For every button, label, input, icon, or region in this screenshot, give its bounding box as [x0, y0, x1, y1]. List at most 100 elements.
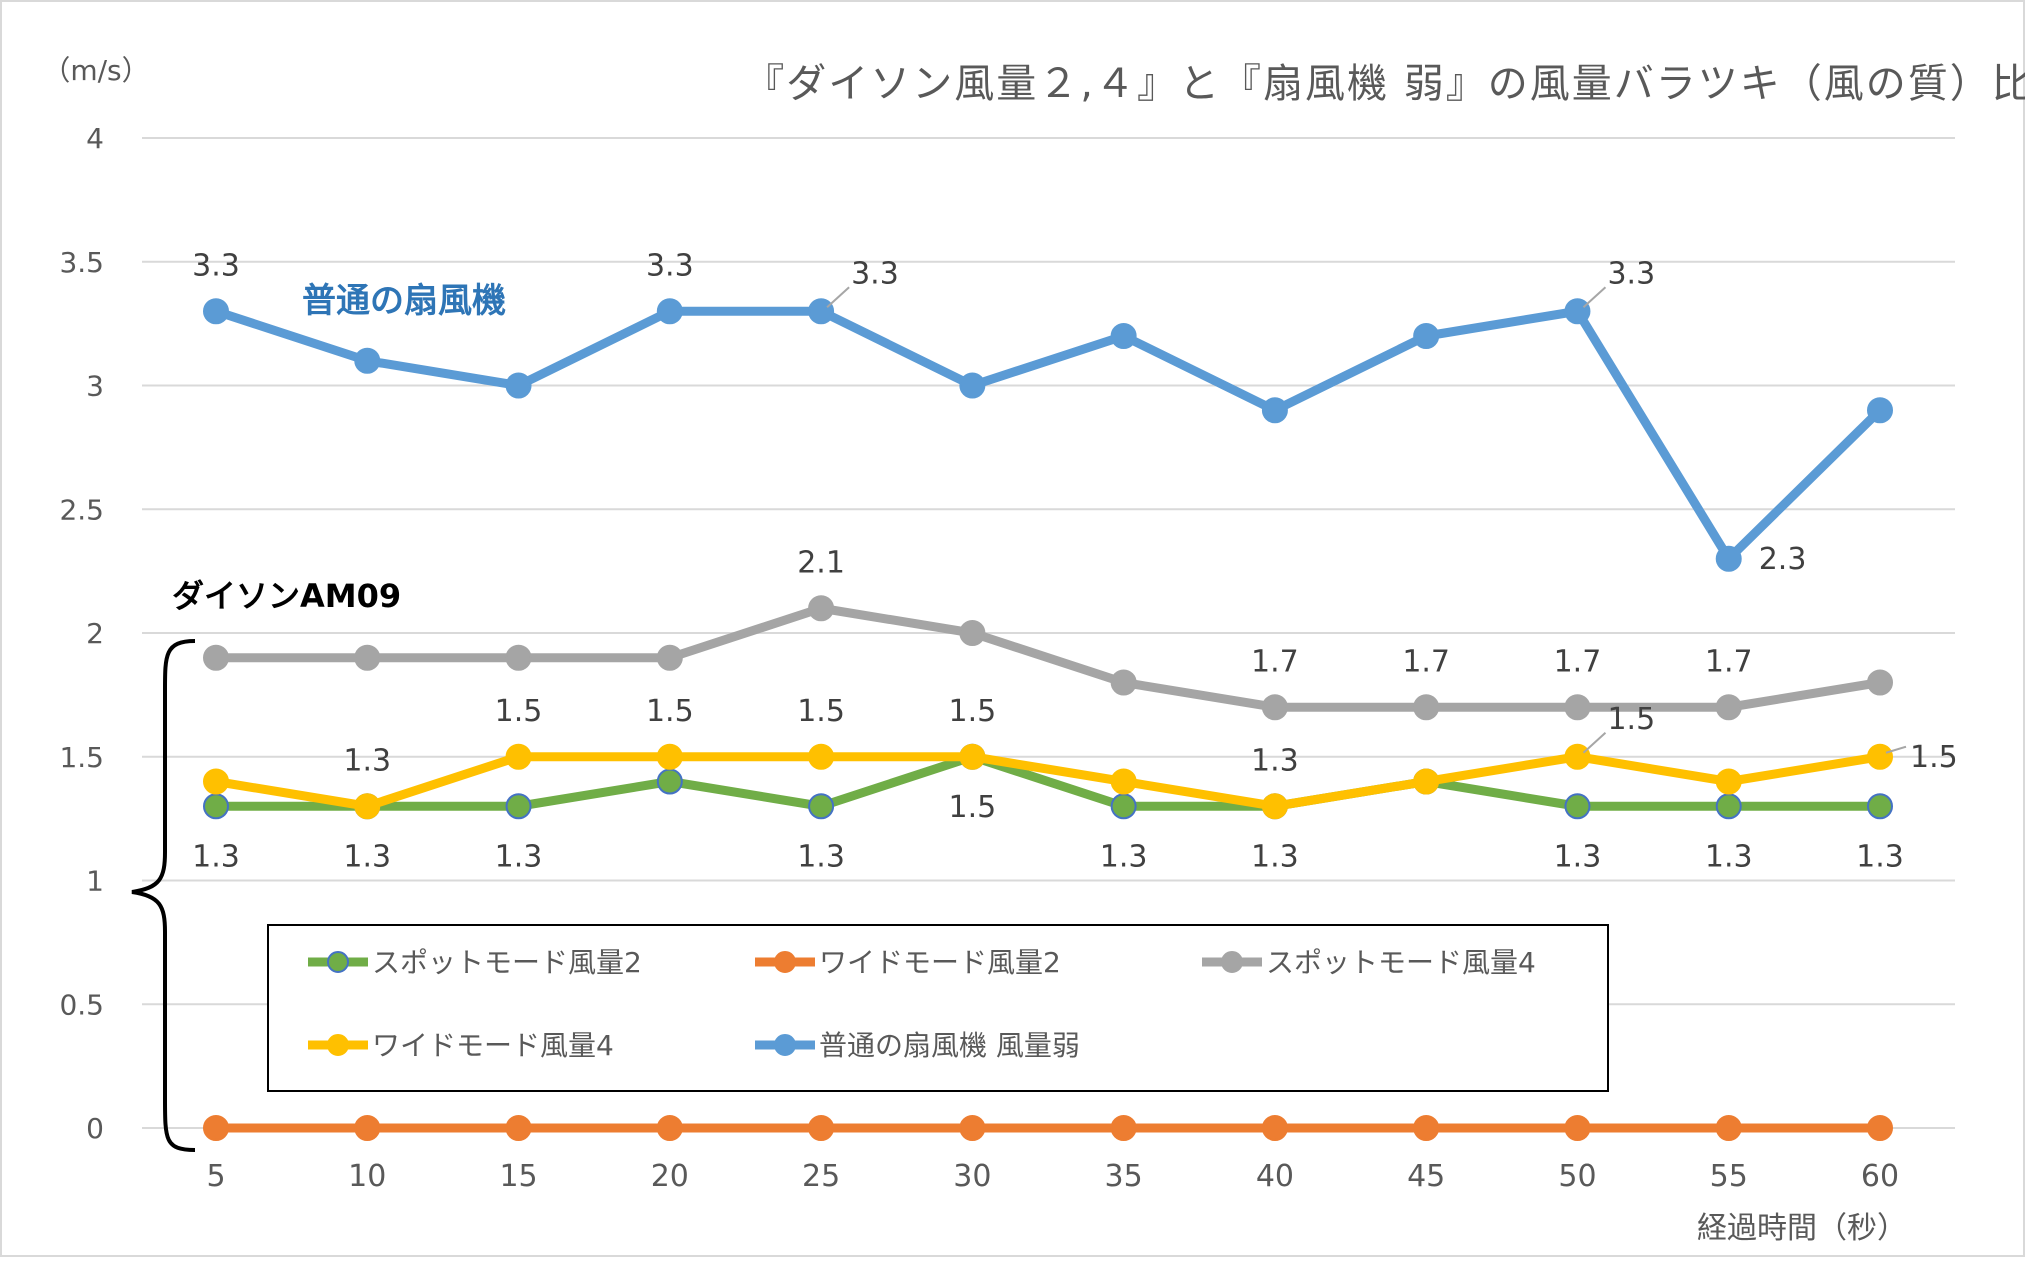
- legend-label: ワイドモード風量4: [372, 1029, 614, 1062]
- data-point: [959, 743, 986, 770]
- data-label: 1.3: [1251, 743, 1299, 778]
- data-point: [808, 743, 835, 770]
- data-point: [354, 1115, 381, 1141]
- data-point: [656, 644, 683, 671]
- series-line-4: [215, 752, 1881, 811]
- legend-swatch-marker: [327, 1034, 349, 1056]
- legend-swatch-marker: [774, 951, 796, 973]
- data-point: [808, 298, 835, 325]
- data-label: 1.3: [1705, 839, 1753, 874]
- data-label: 3.3: [646, 248, 694, 283]
- data-point: [1110, 768, 1137, 795]
- data-label: 1.5: [949, 790, 997, 825]
- data-label: 1.3: [495, 839, 543, 874]
- data-point: [1715, 694, 1742, 721]
- legend-box: [267, 924, 1609, 1092]
- data-point: [1564, 743, 1591, 770]
- data-point: [1413, 323, 1440, 349]
- legend-label: スポットモード風量2: [372, 946, 642, 979]
- x-tick-label: 55: [1710, 1159, 1748, 1194]
- data-label: 1.7: [1705, 644, 1753, 679]
- legend-swatch-marker: [774, 1034, 796, 1056]
- data-point: [203, 1115, 229, 1141]
- legend-label: スポットモード風量4: [1266, 946, 1536, 979]
- y-tick-label: 2.5: [59, 493, 104, 526]
- data-label: 1.7: [1554, 644, 1602, 679]
- data-point: [1261, 397, 1288, 424]
- data-point: [1867, 743, 1893, 770]
- y-tick-label: 1.5: [59, 741, 104, 774]
- y-tick-label: 3.5: [59, 246, 104, 279]
- data-label-leader: [1582, 286, 1607, 308]
- data-point: [203, 793, 229, 820]
- x-tick-label: 35: [1105, 1159, 1143, 1194]
- data-label: 1.7: [1251, 644, 1299, 679]
- data-point: [354, 347, 381, 374]
- dyson-series-annotation: ダイソンAM09: [172, 577, 401, 615]
- series-line-3: [216, 603, 1881, 712]
- data-label: 1.3: [1554, 839, 1602, 874]
- x-tick-label: 20: [651, 1159, 689, 1194]
- series-line-5: [214, 306, 1884, 564]
- data-point: [959, 372, 986, 399]
- data-point: [1261, 793, 1288, 820]
- x-tick-label: 5: [206, 1159, 225, 1194]
- data-point: [1564, 298, 1591, 325]
- chart-title: 『ダイソン風量２,４』と『扇風機 弱』の風量バラツキ（風の質）比較: [744, 61, 2025, 107]
- x-tick-label: 25: [802, 1159, 840, 1194]
- data-point: [354, 644, 381, 671]
- x-tick-label: 45: [1407, 1159, 1445, 1194]
- y-tick-label: 1: [86, 865, 104, 898]
- x-tick-label: 15: [499, 1159, 537, 1194]
- data-point: [505, 644, 532, 671]
- data-point: [1564, 793, 1591, 820]
- data-point: [1261, 1115, 1288, 1141]
- data-point: [354, 793, 381, 820]
- data-label: 1.5: [646, 694, 694, 729]
- data-label: 3.3: [192, 248, 240, 283]
- x-axis-title: 経過時間（秒）: [1697, 1211, 1907, 1246]
- legend-label: 普通の扇風機 風量弱: [819, 1029, 1080, 1062]
- data-label: 1.5: [1607, 702, 1655, 737]
- data-labels: 3.3 3.3 3.3 3.3 2.3 2.1 1.7 1.7 1.7 1.7 1.3 1.5 1.5 1…: [192, 248, 1958, 874]
- data-point: [505, 793, 532, 820]
- data-point: [1413, 1115, 1440, 1141]
- data-label: 2.3: [1759, 542, 1807, 577]
- data-point: [656, 1115, 683, 1141]
- data-point: [808, 1115, 835, 1141]
- data-label: 1.5: [797, 694, 845, 729]
- data-label: 1.3: [343, 839, 391, 874]
- data-point: [656, 298, 683, 325]
- data-point: [1715, 1115, 1742, 1141]
- data-label: 1.3: [1100, 839, 1148, 874]
- data-point: [505, 743, 532, 770]
- data-point: [505, 1115, 532, 1141]
- series-group: [203, 298, 1893, 1141]
- y-tick-label: 0: [86, 1112, 104, 1145]
- data-point: [1564, 694, 1591, 721]
- legend-swatch-marker: [1221, 951, 1243, 973]
- x-tick-label: 50: [1558, 1159, 1596, 1194]
- data-label: 1.7: [1402, 644, 1450, 679]
- legend-swatch-marker: [327, 951, 349, 973]
- data-point: [1867, 1115, 1893, 1141]
- data-point: [656, 768, 683, 795]
- data-point: [1715, 545, 1742, 572]
- data-label: 1.5: [949, 694, 997, 729]
- data-point: [959, 1115, 986, 1141]
- data-point: [1261, 694, 1288, 721]
- data-point: [1715, 768, 1742, 795]
- data-label-leader: [1582, 732, 1607, 754]
- fan-series-annotation: 普通の扇風機: [302, 281, 506, 321]
- data-label: 1.3: [797, 839, 845, 874]
- y-axis-unit-label: （m/s）: [42, 54, 149, 87]
- y-tick-label: 3: [86, 370, 104, 403]
- data-point: [1867, 669, 1893, 696]
- data-point: [1110, 669, 1137, 696]
- x-tick-label: 10: [348, 1159, 386, 1194]
- y-tick-label: 2: [86, 617, 104, 650]
- data-point: [1867, 793, 1893, 820]
- x-tick-label: 60: [1861, 1159, 1899, 1194]
- data-label-leader: [826, 286, 850, 308]
